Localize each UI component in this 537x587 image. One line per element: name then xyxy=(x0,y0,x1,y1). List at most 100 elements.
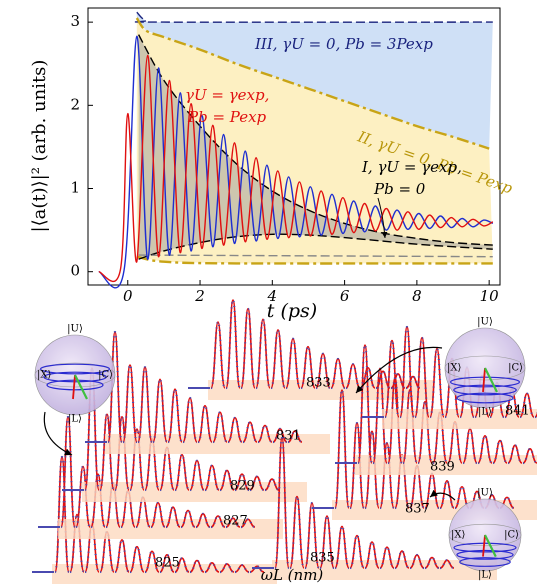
sphere-orbit xyxy=(453,384,517,396)
x-tick-label: 2 xyxy=(194,287,205,305)
trace-data xyxy=(242,421,258,444)
trace-label: 833 xyxy=(306,376,331,391)
trace-fit xyxy=(424,556,440,569)
annotation: γU = γexp, xyxy=(185,86,269,104)
trace-fit xyxy=(405,375,421,389)
sphere-label: |C⟩ xyxy=(504,530,519,541)
trace-fit xyxy=(152,378,168,443)
trace-data xyxy=(249,565,265,574)
trace-fit xyxy=(219,563,235,573)
trace-fit xyxy=(399,326,415,418)
trace-data xyxy=(149,501,167,529)
trace-data xyxy=(203,464,221,492)
trace-data xyxy=(416,400,434,465)
sphere-equator xyxy=(34,362,116,388)
trace-fit xyxy=(189,559,205,573)
trace-data xyxy=(136,366,154,444)
trace-data xyxy=(428,347,446,419)
trace-fit xyxy=(364,430,380,509)
x-axis-label: t (ps) xyxy=(267,300,317,322)
annotation: Pb = Pexp xyxy=(187,108,267,126)
trace-fit xyxy=(54,456,70,573)
trace-data xyxy=(204,561,220,574)
y-tick-label: 3 xyxy=(70,12,80,30)
trace-data xyxy=(333,388,351,510)
trace-fit xyxy=(129,545,145,573)
trace-fit xyxy=(334,389,350,509)
trace-fit xyxy=(414,336,430,418)
trace-data xyxy=(484,493,500,510)
trace-data xyxy=(89,473,107,529)
sphere-orbit xyxy=(456,392,514,404)
trace-fit xyxy=(507,444,523,464)
trace-data xyxy=(188,459,206,492)
trace-data xyxy=(273,436,291,570)
annotation: Pb = 0 xyxy=(373,180,426,198)
time-trace-panel: 0 2 4 6 8 10 0 1 2 3 t (ps) |⟨a(t)⟩|² (arb. units) I… xyxy=(29,7,515,322)
trace-fit xyxy=(234,473,250,491)
trace-fit xyxy=(69,513,85,573)
sphere-arrow xyxy=(43,411,73,456)
trace-data xyxy=(272,427,288,444)
trace-fit xyxy=(270,329,286,389)
trace-data xyxy=(314,352,332,390)
trace-fit xyxy=(197,404,213,443)
trace-fit xyxy=(114,538,130,573)
sphere-equator xyxy=(444,355,526,381)
annotation-arrow xyxy=(377,197,388,239)
trace-fit xyxy=(394,550,410,569)
trace-fit xyxy=(122,364,138,443)
trace-fit xyxy=(289,495,305,569)
trace-label: 837 xyxy=(405,502,430,517)
trace-data xyxy=(219,469,235,492)
y-tick-label: 0 xyxy=(70,262,80,280)
trace-data xyxy=(348,421,366,510)
trace-data xyxy=(473,374,491,419)
y-axis-label: |⟨a(t)⟩|² (arb. units) xyxy=(29,60,50,233)
y-tick-label: 1 xyxy=(70,179,80,197)
trace-fit xyxy=(264,478,280,491)
sphere-label: |C⟩ xyxy=(508,363,523,374)
sphere-label: |L⟩ xyxy=(478,407,492,418)
trace-data xyxy=(303,501,321,570)
trace-fit xyxy=(137,366,153,443)
trace-data xyxy=(299,345,317,390)
trace-data xyxy=(344,363,362,390)
trace-fit xyxy=(180,509,196,528)
trace-data xyxy=(443,357,461,419)
trace-data xyxy=(438,479,456,510)
trace-data xyxy=(211,411,229,444)
trace-fit xyxy=(357,344,373,464)
x-tick-label: 10 xyxy=(480,287,500,305)
x-axis-label: ωL (nm) xyxy=(261,566,324,584)
sphere-equator xyxy=(448,523,522,547)
trace-data xyxy=(249,475,265,492)
sphere-label: |L⟩ xyxy=(68,414,82,425)
sphere-arrow xyxy=(355,346,443,394)
trace-data xyxy=(165,506,181,529)
trace-shade xyxy=(58,519,283,539)
state-vector xyxy=(72,374,76,400)
trace-label: 829 xyxy=(230,479,255,494)
trace-data xyxy=(492,439,508,465)
trace-data xyxy=(195,512,211,529)
trace-shade xyxy=(82,482,307,502)
band-fill xyxy=(133,12,493,149)
trace-label: 825 xyxy=(155,556,180,571)
series-line xyxy=(138,254,493,258)
trace-data xyxy=(181,396,199,444)
trace-label: 831 xyxy=(276,429,301,444)
series-line xyxy=(135,17,490,150)
trace-fit xyxy=(240,307,256,389)
sphere-label: |U⟩ xyxy=(477,317,493,328)
trace-shade xyxy=(52,564,277,584)
plot-frame xyxy=(87,7,501,286)
trace-data xyxy=(173,453,191,492)
series-line xyxy=(138,233,493,260)
trace-data xyxy=(454,485,470,510)
trace-fit xyxy=(319,515,335,569)
trace-fit xyxy=(522,448,537,464)
series-line xyxy=(98,35,494,289)
trace-fit xyxy=(364,541,380,569)
trace-data xyxy=(518,392,536,419)
